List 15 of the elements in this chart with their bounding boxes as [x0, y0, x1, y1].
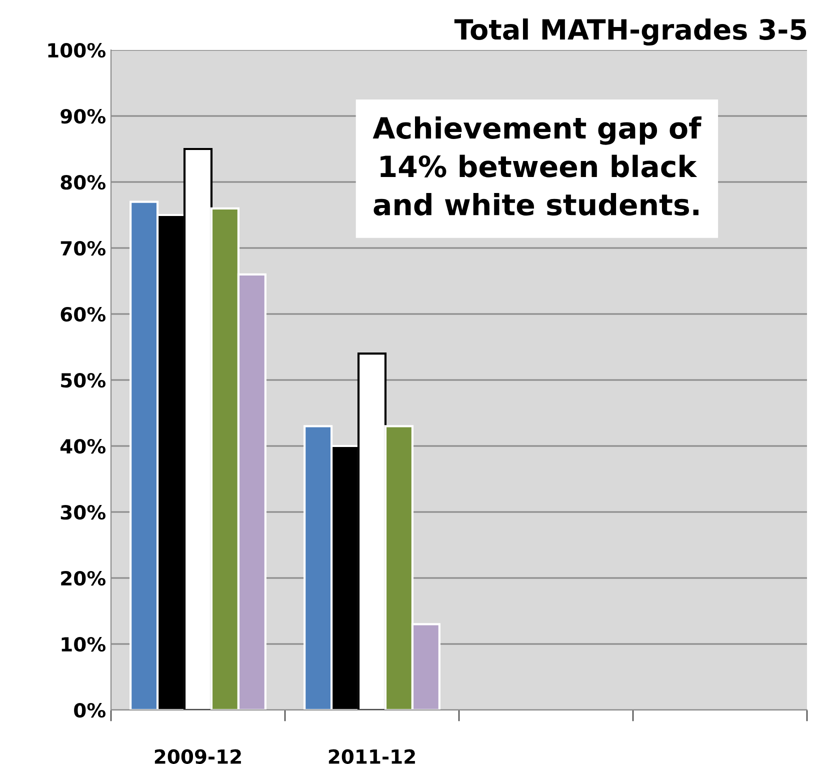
y-tick-label: 100% — [48, 42, 106, 58]
y-tick-label: 90% — [60, 108, 106, 124]
y-tick-label: 60% — [60, 306, 106, 322]
x-tick-label: 2011-12 — [328, 749, 415, 764]
y-tick-label: 20% — [61, 570, 106, 586]
y-tick-label: 10% — [62, 636, 106, 652]
y-tick-label: 40% — [60, 438, 106, 454]
y-tick-label: 70% — [60, 240, 106, 256]
x-tick-label: 2009-12 — [154, 749, 241, 764]
y-tick-label: 50% — [61, 372, 106, 388]
y-tick-label: 80% — [60, 174, 106, 190]
y-tick-label: 30% — [60, 504, 106, 520]
chart-title: Total MATH-grades 3-5 — [454, 18, 806, 46]
y-tick-label: 0% — [74, 702, 106, 718]
annotation: Achievement gap of 14% between black and white students. — [372, 116, 702, 216]
